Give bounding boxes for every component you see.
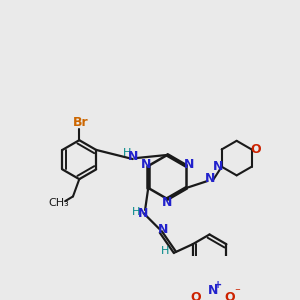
- Text: N: N: [138, 207, 149, 220]
- Text: H: H: [161, 246, 170, 256]
- Text: Br: Br: [73, 116, 89, 129]
- Text: H: H: [131, 206, 140, 217]
- Text: N: N: [128, 150, 138, 163]
- Text: N: N: [158, 223, 169, 236]
- Text: O: O: [225, 290, 235, 300]
- Text: ⁻: ⁻: [234, 287, 240, 297]
- Text: O: O: [190, 290, 201, 300]
- Text: N: N: [162, 196, 172, 209]
- Text: +: +: [214, 280, 222, 290]
- Text: N: N: [213, 160, 223, 173]
- Text: N: N: [208, 284, 218, 297]
- Text: N: N: [140, 158, 151, 171]
- Text: CH₃: CH₃: [49, 198, 69, 208]
- Text: N: N: [205, 172, 215, 185]
- Text: N: N: [184, 158, 194, 171]
- Text: H: H: [123, 148, 131, 158]
- Text: O: O: [250, 143, 261, 156]
